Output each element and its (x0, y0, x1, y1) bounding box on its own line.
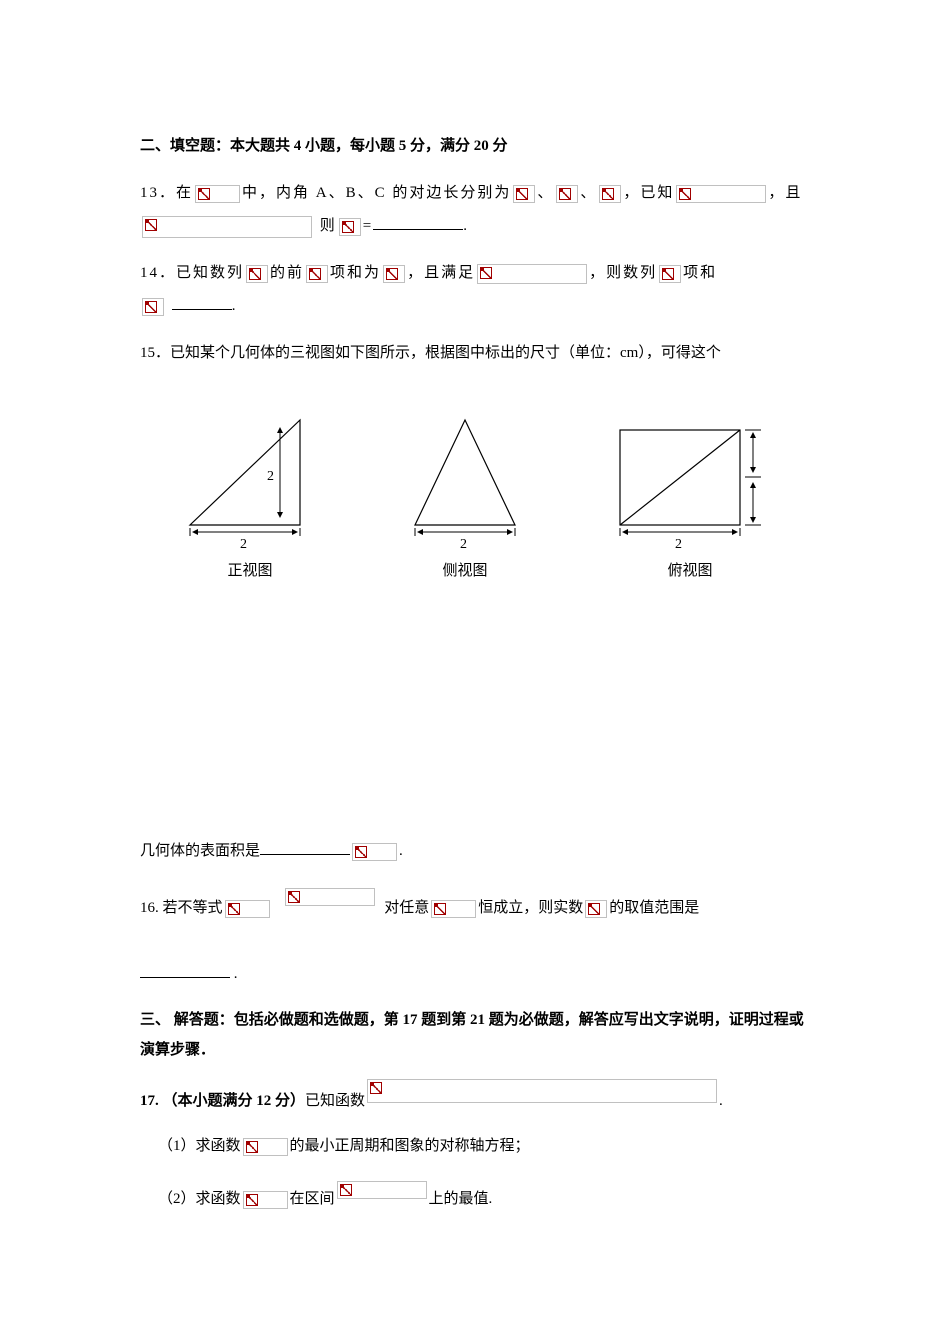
placeholder-icon (243, 1191, 288, 1209)
question-15: 15．已知某个几何体的三视图如下图所示，根据图中标出的尺寸（单位：cm），可得这… (140, 337, 810, 370)
q15-text2: 几何体的表面积是 (140, 843, 260, 859)
placeholder-icon (195, 185, 240, 203)
q14-part6: 项和 (683, 265, 717, 281)
placeholder-icon (337, 1181, 427, 1199)
placeholder-icon (225, 900, 270, 918)
placeholder-icon (142, 216, 312, 238)
q13-part3: ，已知 (623, 185, 674, 201)
placeholder-icon (383, 265, 405, 283)
placeholder-icon (306, 265, 328, 283)
answer-blank (260, 840, 350, 855)
placeholder-icon (659, 265, 681, 283)
q14-part2: 的前 (270, 265, 304, 281)
placeholder-icon (246, 265, 268, 283)
q13-comma2: 、 (580, 185, 597, 201)
q14-part1: 已知数列 (176, 265, 244, 281)
q17-part1: 已知函数 (305, 1093, 365, 1109)
three-view-diagrams: 2 2 正视图 2 侧视图 (140, 410, 810, 585)
placeholder-icon (352, 843, 397, 861)
q16-period: . (234, 966, 238, 982)
q17-sub2: （2）求函数 在区间 上的最值. (158, 1181, 810, 1216)
q13-part2: 中，内角 A、B、C 的对边长分别为 (242, 185, 511, 201)
q13-part4: ，且 (768, 185, 802, 201)
answer-blank (373, 215, 463, 230)
q15-period: . (399, 843, 403, 859)
q17-sub1-num: （1） (158, 1138, 196, 1154)
q14-part4: ，且满足 (407, 265, 475, 281)
question-16: 16. 若不等式 对任意 恒成立，则实数 的取值范围是 . (140, 888, 810, 991)
section2-heading: 二、填空题：本大题共 4 小题，每小题 5 分，满分 20 分 (140, 130, 810, 163)
q13-comma1: 、 (537, 185, 554, 201)
placeholder-icon (142, 298, 164, 316)
placeholder-icon (477, 264, 587, 284)
placeholder-icon (585, 900, 607, 918)
q16-part2: 对任意 (384, 900, 429, 916)
q14-period: . (232, 298, 238, 314)
q13-part5: 则 (320, 218, 337, 234)
q17-prefix: （本小题满分 12 分） (163, 1093, 306, 1109)
top-view-svg: 2 (605, 410, 775, 550)
side-view-svg: 2 (395, 410, 535, 550)
top-view: 2 俯视图 (605, 410, 775, 585)
front-view-svg: 2 2 (175, 410, 325, 550)
top-view-label: 俯视图 (667, 558, 712, 585)
q17-period: . (719, 1093, 723, 1109)
question-17: 17. （本小题满分 12 分）已知函数. （1）求函数的最小正周期和图象的对称… (140, 1079, 810, 1216)
q17-number: 17. (140, 1093, 159, 1109)
q14-part5: ，则数列 (589, 265, 657, 281)
q17-sub1: （1）求函数 的最小正周期和图象的对称轴方程； (158, 1130, 810, 1163)
side-view: 2 侧视图 (395, 410, 535, 585)
q15-text: 已知某个几何体的三视图如下图所示，根据图中标出的尺寸（单位：cm），可得这个 (170, 345, 721, 361)
placeholder-icon (431, 900, 476, 918)
q17-sub2a: 求函数 (196, 1191, 241, 1207)
placeholder-icon (556, 185, 578, 203)
front-height-label: 2 (267, 469, 274, 484)
q17-sub2-num: （2） (158, 1191, 196, 1207)
q16-part4: 的取值范围是 (609, 900, 699, 916)
q13-equals: = (363, 218, 373, 234)
placeholder-icon (599, 185, 621, 203)
q13-period: . (463, 218, 469, 234)
q17-sub2c: 上的最值. (429, 1191, 493, 1207)
q16-part3: 恒成立，则实数 (478, 900, 583, 916)
front-view-label: 正视图 (227, 558, 272, 585)
q13-number: 13． (140, 185, 176, 201)
front-view: 2 2 正视图 (175, 410, 325, 585)
section3-heading: 三、 解答题：包括必做题和选做题，第 17 题到第 21 题为必做题，解答应写出… (140, 1005, 810, 1065)
q13-part1: 在 (176, 185, 193, 201)
q17-sub1b: 的最小正周期和图象的对称轴方程； (290, 1138, 530, 1154)
q17-sub1a: 求函数 (196, 1138, 241, 1154)
q14-number: 14． (140, 265, 176, 281)
side-view-label: 侧视图 (442, 558, 487, 585)
placeholder-icon (676, 185, 766, 203)
question-15-cont: 几何体的表面积是. (140, 835, 810, 868)
q17-sub2b: 在区间 (290, 1191, 335, 1207)
placeholder-icon (513, 185, 535, 203)
placeholder-icon (339, 218, 361, 236)
placeholder-icon (285, 888, 375, 906)
q16-number: 16. (140, 900, 159, 916)
q15-number: 15． (140, 345, 170, 361)
answer-blank (172, 295, 232, 310)
q16-part1: 若不等式 (163, 900, 223, 916)
question-14: 14．已知数列 的前 项和为 ，且满足 ，则数列 项和 . (140, 257, 810, 323)
top-width-label: 2 (675, 537, 682, 550)
side-width-label: 2 (460, 537, 467, 550)
question-13: 13．在 中，内角 A、B、C 的对边长分别为 、 、 ，已知 ，且 则 =. (140, 177, 810, 243)
placeholder-icon (243, 1138, 288, 1156)
placeholder-icon (367, 1079, 717, 1103)
answer-blank (140, 963, 230, 978)
front-width-label: 2 (240, 537, 247, 550)
q14-part3: 项和为 (330, 265, 381, 281)
